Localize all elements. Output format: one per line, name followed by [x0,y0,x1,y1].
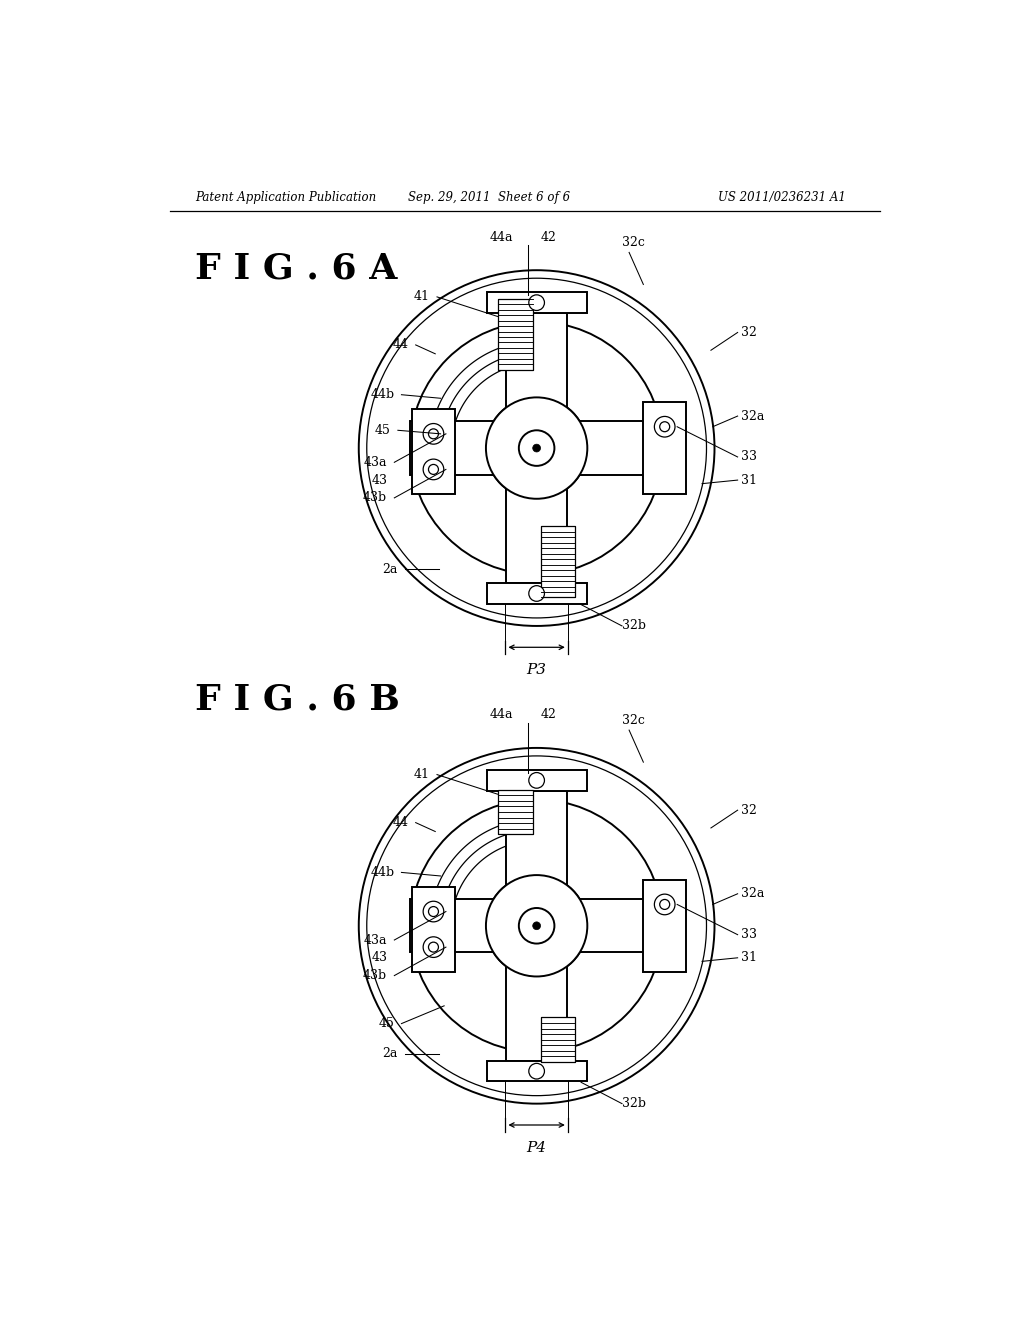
Circle shape [428,942,438,952]
Circle shape [532,444,541,451]
Text: 32: 32 [741,804,757,817]
Circle shape [423,459,443,479]
Circle shape [519,908,554,944]
Text: 42: 42 [541,709,556,721]
Text: Sep. 29, 2011  Sheet 6 of 6: Sep. 29, 2011 Sheet 6 of 6 [409,190,570,203]
Text: 32b: 32b [622,1097,646,1110]
Bar [507,313,567,583]
Bar [411,899,663,953]
Circle shape [486,875,588,977]
Text: 41: 41 [414,768,430,781]
Bar [643,879,686,972]
Text: 43b: 43b [364,491,387,504]
Text: F I G . 6 B: F I G . 6 B [196,682,400,717]
Circle shape [411,800,663,1052]
Circle shape [358,748,715,1104]
Text: 43a: 43a [364,455,387,469]
Circle shape [428,465,438,474]
Text: F I G . 6 A: F I G . 6 A [196,252,397,286]
Text: 45: 45 [375,424,391,437]
Circle shape [528,772,545,788]
Circle shape [486,875,588,977]
Circle shape [528,586,545,602]
Circle shape [411,322,663,574]
Bar [486,583,587,603]
Bar [486,1061,587,1081]
Circle shape [519,430,554,466]
Circle shape [423,902,443,921]
Text: 33: 33 [741,450,757,463]
Text: 32a: 32a [741,409,765,422]
Text: 33: 33 [741,928,757,941]
Text: 2a: 2a [383,562,398,576]
Bar [412,409,455,494]
Text: 41: 41 [414,290,430,304]
Circle shape [659,899,670,909]
Text: P3: P3 [526,663,547,677]
Bar [486,770,587,791]
Text: P4: P4 [526,1140,547,1155]
Text: 32c: 32c [622,236,645,249]
Text: 2a: 2a [383,1047,398,1060]
Text: 32b: 32b [622,619,646,632]
Bar [486,293,587,313]
Text: 43: 43 [372,952,387,965]
Bar [541,1018,575,1061]
Text: 31: 31 [741,474,757,487]
Circle shape [528,1064,545,1078]
Circle shape [532,444,541,451]
Text: 44b: 44b [371,388,394,401]
Circle shape [428,429,438,438]
Circle shape [519,908,554,944]
Text: 43: 43 [372,474,387,487]
Text: 44: 44 [392,338,409,351]
Text: 32a: 32a [741,887,765,900]
Circle shape [423,937,443,957]
Bar [498,789,532,834]
Circle shape [532,921,541,929]
Circle shape [532,921,541,929]
Bar [541,527,575,598]
Bar [412,887,455,972]
Circle shape [423,424,443,444]
Circle shape [428,907,438,916]
Bar [507,791,567,1061]
Text: 45: 45 [379,1018,394,1030]
Text: 43b: 43b [364,969,387,982]
Text: 44a: 44a [490,709,513,721]
Text: Patent Application Publication: Patent Application Publication [196,190,377,203]
Circle shape [528,294,545,310]
Bar [411,421,663,475]
Circle shape [659,422,670,432]
Text: 31: 31 [741,952,757,965]
Bar [498,298,532,370]
Text: US 2011/0236231 A1: US 2011/0236231 A1 [718,190,846,203]
Text: 44b: 44b [371,866,394,879]
Bar [643,401,686,494]
Circle shape [358,271,715,626]
Circle shape [486,397,588,499]
Circle shape [519,430,554,466]
Circle shape [654,416,675,437]
Text: 43a: 43a [364,933,387,946]
Circle shape [486,397,588,499]
Text: 44: 44 [392,816,409,829]
Circle shape [654,894,675,915]
Text: 32c: 32c [622,714,645,726]
Text: 42: 42 [541,231,556,243]
Text: 44a: 44a [490,231,513,243]
Text: 32: 32 [741,326,757,339]
